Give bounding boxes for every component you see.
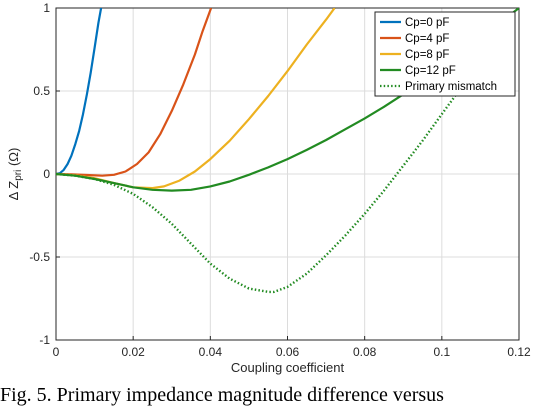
legend: Cp=0 pF Cp=4 pF Cp=8 pF Cp=12 pF Primary mis…: [374, 11, 516, 97]
y-axis-title: Δ Zpri (Ω): [6, 148, 24, 201]
figure-caption: Fig. 5. Primary impedance magnitude diff…: [0, 384, 444, 406]
legend-label: Cp=12 pF: [405, 65, 456, 77]
series-line-5: [56, 15, 513, 294]
legend-label: Cp=8 pF: [405, 49, 449, 61]
x-axis-title: Coupling coefficient: [231, 360, 345, 375]
y-tick-label: -0.5: [29, 250, 50, 264]
x-tick-label: 0.08: [353, 345, 377, 359]
x-tick-label: 0.06: [276, 345, 300, 359]
line-chart: 0 0.02 0.04 0.06 0.08 0.1 0.12 -1 -0.5 0 0.5 1 Coup…: [6, 1, 531, 375]
x-tick-label: 0.1: [433, 345, 450, 359]
legend-label: Primary mismatch: [405, 81, 497, 93]
legend-label: Cp=0 pF: [405, 17, 449, 29]
series-line-2: [56, 8, 213, 177]
legend-label: Cp=4 pF: [405, 33, 449, 45]
y-tick-label: -1: [39, 333, 50, 347]
y-axis-title-sub: pri: [13, 170, 24, 181]
axis-ticks: 0 0.02 0.04 0.06 0.08 0.1 0.12 -1 -0.5 0 0.5 1: [29, 1, 531, 359]
y-axis-title-unit: (Ω): [6, 148, 21, 170]
x-tick-label: 0: [53, 345, 60, 359]
y-tick-label: 1: [43, 1, 50, 15]
series-line-3: [56, 8, 336, 190]
x-tick-label: 0.12: [507, 345, 531, 359]
y-tick-label: 0: [43, 167, 50, 181]
x-tick-label: 0.04: [199, 345, 223, 359]
series-line-1: [56, 8, 103, 176]
y-axis-title-main: Δ Z: [6, 181, 21, 201]
y-tick-label: 0.5: [33, 84, 50, 98]
x-tick-label: 0.02: [121, 345, 145, 359]
